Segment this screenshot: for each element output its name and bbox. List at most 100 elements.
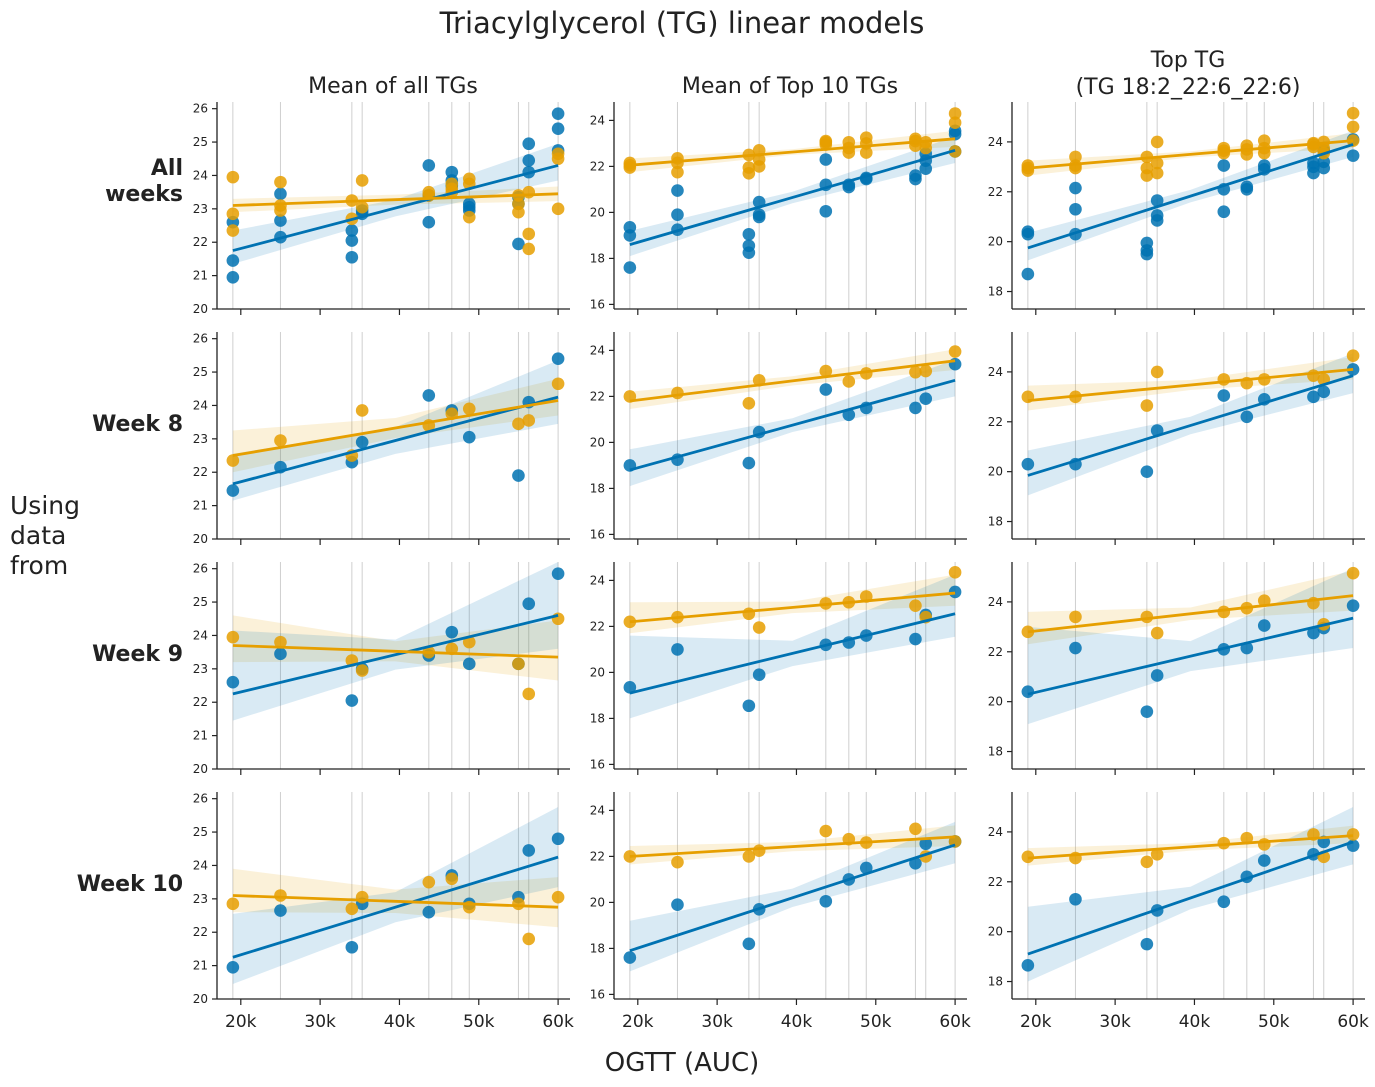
orange-data-point [742,161,756,174]
y-tick-label: 24 [193,398,208,412]
panel-grid: 20 21 22 23 24 25 26 16 18 20 22 24 18 20 22 24 20 21 22 23… [193,102,1369,1032]
blue-data-point [623,221,637,234]
orange-data-point [859,146,873,159]
orange-data-point [551,890,565,904]
orange-data-point [226,454,240,467]
blue-data-point [1240,180,1254,194]
orange-regression-line [232,192,559,207]
y-tick-label: 26 [193,792,208,806]
blue-data-point [226,270,240,284]
orange-data-point [909,599,922,612]
blue-data-point [1307,626,1320,640]
blue-confidence-band [232,562,559,721]
y-tick-label: 24 [988,595,1003,609]
blue-data-point [422,215,436,229]
orange-data-point [948,116,962,129]
blue-regression-line [629,378,956,472]
orange-data-point [1346,106,1360,120]
panel-r1-c3: 18 20 22 24 [988,102,1365,315]
x-tick-label: 30k [1099,1012,1131,1032]
blue-data-point [1021,685,1035,698]
orange-data-point [522,242,536,256]
column-title-3-line-1: Top TG [1150,48,1226,73]
y-tick-label: 25 [193,825,208,839]
x-tick-label: 20k [622,1012,654,1032]
y-tick-label: 24 [590,343,605,357]
blue-regression-line [1027,374,1354,477]
blue-data-point [462,197,476,211]
orange-data-point [226,224,240,237]
orange-data-point [226,170,240,184]
orange-data-point [1346,120,1360,134]
blue-data-point [671,643,684,656]
x-tick-label: 60k [939,1012,971,1032]
blue-data-point [1346,599,1360,612]
blue-data-point [1217,895,1231,909]
orange-data-point [819,364,833,378]
x-tick-label: 50k [860,1012,892,1032]
blue-data-point [355,435,369,449]
blue-data-point [1150,209,1164,222]
blue-data-point [742,937,756,951]
x-tick-label: 40k [781,1012,813,1032]
x-axis-label: OGTT (AUC) [605,1048,760,1078]
y-tick-label: 21 [193,959,208,973]
orange-confidence-band [629,825,956,865]
orange-data-point [909,822,922,836]
blue-data-point [742,227,756,241]
figure-title: Triacylglycerol (TG) linear models [439,6,925,40]
orange-data-point [909,365,922,379]
blue-data-point [819,894,833,908]
orange-data-point [948,566,962,579]
orange-data-point [842,135,856,149]
y-tick-label: 20 [193,302,208,316]
blue-regression-line [232,614,559,696]
y-tick-label: 20 [590,205,605,219]
blue-data-point [623,951,637,964]
orange-data-point [522,414,536,427]
blue-data-point [345,694,359,707]
orange-data-point [623,156,637,170]
y-tick-label: 20 [988,235,1003,249]
blue-regression-line [232,395,559,486]
y-tick-label: 22 [590,159,605,173]
blue-data-point [1069,892,1082,906]
y-tick-label: 25 [193,135,208,149]
x-tick-label: 20k [1020,1012,1052,1032]
y-tick-label: 18 [590,941,605,955]
x-tick-label: 40k [384,1012,416,1032]
blue-data-point [1346,149,1360,162]
y-tick-label: 18 [590,711,605,725]
y-tick-label: 22 [988,875,1003,889]
y-tick-label: 20 [590,435,605,449]
blue-data-point [1140,705,1154,718]
x-tick-label: 30k [701,1012,733,1032]
orange-regression-line [629,591,956,624]
y-tick-label: 20 [988,925,1003,939]
y-axis-label-line-3: from [10,551,68,580]
blue-data-point [623,681,637,694]
orange-data-point [355,404,369,417]
y-tick-label: 20 [590,665,605,679]
y-tick-label: 18 [988,515,1003,529]
column-title-3-line-2: (TG 18:2_22:6_22:6) [1076,75,1301,100]
orange-data-point [1240,831,1254,845]
x-tick-label: 50k [1258,1012,1290,1032]
blue-data-point [1217,159,1231,172]
orange-data-point [1346,828,1360,841]
blue-data-point [671,898,684,911]
blue-data-point [422,905,436,919]
orange-data-point [462,402,476,416]
blue-regression-line [1027,840,1354,956]
orange-data-point [1217,373,1231,386]
orange-data-point [1346,349,1360,362]
orange-data-point [274,635,287,649]
blue-regression-line [232,855,559,959]
blue-data-point [919,392,933,406]
panel-r4-c1: 20 21 22 23 24 25 26 20k 30k 40k 50k 60k [193,792,574,1032]
orange-data-point [551,202,565,216]
y-tick-label: 23 [193,662,208,676]
x-tick-label: 40k [1179,1012,1211,1032]
panel-r2-c2: 16 18 20 22 24 [590,332,967,545]
blue-regression-line [1027,616,1354,696]
